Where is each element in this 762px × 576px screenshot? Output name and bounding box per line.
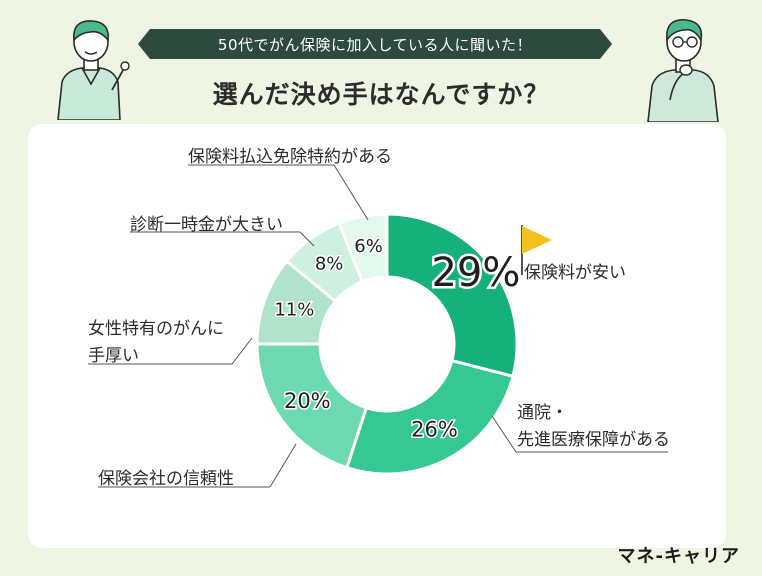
value-label-1: 26% bbox=[411, 417, 458, 441]
value-label-3: 11% bbox=[274, 300, 314, 321]
label-slice-3-line1: 女性特有のがんに bbox=[88, 319, 224, 339]
label-slice-0: 保険料が安い bbox=[524, 263, 626, 283]
leader-line-l2 bbox=[269, 443, 297, 488]
leader-line-l4 bbox=[299, 231, 315, 247]
person-thinking-icon bbox=[647, 19, 719, 122]
banner-text: 50代でがん保険に加入している人に聞いた！ bbox=[217, 35, 533, 54]
flag-icon bbox=[521, 225, 552, 275]
leader-line-l5 bbox=[333, 164, 369, 221]
value-label-2: 20% bbox=[284, 389, 331, 413]
donut-slice-2 bbox=[255, 342, 369, 470]
value-label-0: 29% bbox=[431, 250, 520, 296]
chart-card bbox=[28, 124, 726, 548]
label-slice-3-line2: 手厚い bbox=[88, 346, 139, 366]
label-slice-1-line1: 通院・ bbox=[517, 403, 568, 423]
brand-logo: マネ-キャリア bbox=[617, 546, 740, 567]
value-label-4: 8% bbox=[315, 253, 344, 274]
donut-slice-0 bbox=[385, 212, 519, 379]
header-banner: 50代でがん保険に加入している人に聞いた！ bbox=[138, 29, 612, 59]
donut-slice-1 bbox=[344, 358, 515, 476]
person-pointing-icon bbox=[57, 20, 130, 120]
leader-line-l3 bbox=[231, 337, 253, 365]
page-title: 選んだ決め手はなんですか？ bbox=[212, 80, 550, 109]
leader-line-l1 bbox=[491, 415, 517, 453]
donut-slice-5 bbox=[337, 212, 389, 284]
label-slice-4: 診断一時金が大きい bbox=[130, 215, 283, 235]
label-slice-1-line2: 先進医療保障がある bbox=[517, 430, 670, 450]
label-slice-5: 保険料払込免除特約がある bbox=[188, 147, 392, 167]
label-slice-2: 保険会社の信頼性 bbox=[98, 469, 234, 489]
value-label-5: 6% bbox=[354, 236, 383, 257]
